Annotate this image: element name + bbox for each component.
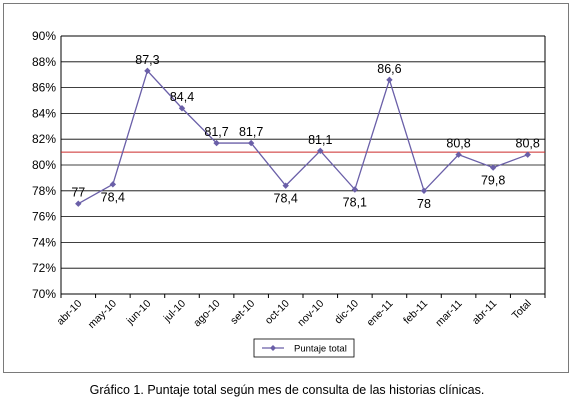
data-point [75,200,82,207]
data-label: 80,8 [516,137,540,151]
data-point [144,67,151,75]
data-point [317,147,324,155]
series-line [77,69,528,205]
data-point [109,181,117,188]
x-tick-label: dic-10 [332,298,361,327]
data-point [351,186,359,193]
data-label: 78 [417,197,431,211]
data-point [213,139,220,147]
x-tick-label: Total [510,298,534,322]
x-tick-label: jun-10 [124,298,154,328]
data-point [247,139,255,147]
y-tick-label: 84% [32,106,56,120]
data-point [524,151,531,158]
data-label: 77 [71,186,85,200]
data-label: 78,1 [343,196,367,210]
y-tick-label: 70% [32,287,56,301]
x-tick-label: ago-10 [191,298,223,330]
legend-label: Puntaje total [294,344,347,355]
line-chart: 70%72%74%76%78%80%82%84%86%88%90%abr-10 m… [32,29,546,358]
x-tick-label: abr-10 [54,298,84,328]
data-label: 80,8 [446,137,470,151]
x-tick-label: abr-11 [470,298,500,328]
data-label: 78,4 [101,190,125,204]
y-tick-label: 86% [32,81,56,95]
x-tick-label: nov-10 [295,298,326,329]
data-label: 78,4 [274,192,298,206]
x-tick-label: mar-11 [433,298,465,330]
y-tick-label: 78% [32,184,56,198]
data-point [386,76,393,84]
data-label: 81,7 [239,125,263,139]
y-tick-label: 74% [32,235,56,249]
y-tick-label: 76% [32,210,56,224]
data-point [282,182,289,189]
data-point [489,164,497,171]
x-tick-label: ene-11 [364,298,395,329]
y-tick-label: 80% [32,158,56,172]
y-tick-label: 88% [32,55,56,69]
y-tick-label: 90% [32,29,56,43]
data-label: 81,7 [204,125,228,139]
data-label: 86,6 [377,62,401,76]
x-tick-label: may-10 [86,298,119,331]
data-label: 84,4 [170,90,194,104]
data-label: 81,1 [308,133,332,147]
y-tick-label: 82% [32,132,56,146]
legend-marker [270,345,276,351]
x-tick-label: jul-10 [161,298,188,325]
legend-box [253,338,355,358]
data-point [178,105,186,112]
x-tick-label: oct-10 [263,298,292,327]
y-tick-label: 72% [32,261,56,275]
x-tick-label: feb-11 [401,298,430,327]
data-point [455,151,462,158]
data-label: 79,8 [481,174,505,188]
x-tick-label: set-10 [228,298,257,327]
figure-caption: Gráfico 1. Puntaje total según mes de co… [89,383,485,397]
data-point [420,187,428,194]
data-label: 87,3 [135,53,159,67]
